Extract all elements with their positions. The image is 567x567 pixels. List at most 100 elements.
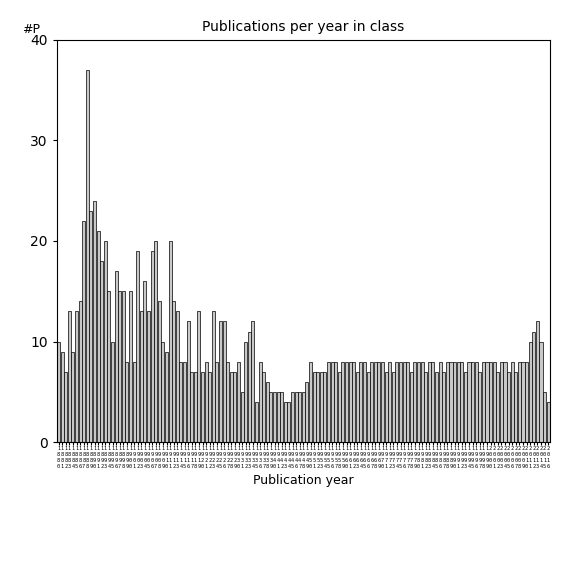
Bar bbox=[215, 362, 218, 442]
Bar bbox=[205, 362, 208, 442]
Bar bbox=[291, 392, 294, 442]
Bar bbox=[500, 362, 503, 442]
Bar bbox=[165, 352, 168, 442]
Bar bbox=[349, 362, 352, 442]
Bar bbox=[183, 362, 186, 442]
Bar bbox=[485, 362, 489, 442]
Bar bbox=[129, 291, 132, 442]
Bar bbox=[306, 382, 308, 442]
Bar bbox=[507, 372, 510, 442]
Bar bbox=[201, 372, 204, 442]
Bar bbox=[133, 362, 136, 442]
Bar bbox=[403, 362, 406, 442]
Bar bbox=[262, 372, 265, 442]
Bar bbox=[456, 362, 460, 442]
Bar bbox=[514, 372, 517, 442]
Bar bbox=[345, 362, 348, 442]
Bar bbox=[522, 362, 524, 442]
Bar bbox=[107, 291, 111, 442]
Bar bbox=[223, 321, 226, 442]
Bar bbox=[435, 372, 438, 442]
Bar bbox=[136, 251, 139, 442]
Bar bbox=[532, 332, 535, 442]
Bar bbox=[467, 362, 471, 442]
Bar bbox=[327, 362, 330, 442]
Bar bbox=[381, 362, 384, 442]
Bar bbox=[280, 392, 284, 442]
X-axis label: Publication year: Publication year bbox=[253, 475, 354, 488]
Bar bbox=[309, 362, 312, 442]
Bar bbox=[363, 362, 366, 442]
Bar bbox=[446, 362, 449, 442]
Bar bbox=[208, 372, 211, 442]
Bar bbox=[525, 362, 528, 442]
Bar bbox=[316, 372, 319, 442]
Bar bbox=[100, 261, 103, 442]
Bar bbox=[140, 311, 143, 442]
Bar bbox=[226, 362, 229, 442]
Bar bbox=[93, 201, 96, 442]
Bar bbox=[190, 372, 193, 442]
Bar bbox=[244, 341, 247, 442]
Bar bbox=[478, 372, 481, 442]
Bar bbox=[158, 302, 161, 442]
Bar bbox=[266, 382, 269, 442]
Bar bbox=[57, 341, 60, 442]
Bar bbox=[493, 362, 496, 442]
Bar bbox=[475, 362, 478, 442]
Bar bbox=[248, 332, 251, 442]
Bar bbox=[464, 372, 467, 442]
Bar bbox=[259, 362, 261, 442]
Bar bbox=[273, 392, 276, 442]
Bar bbox=[338, 372, 341, 442]
Bar bbox=[86, 70, 89, 442]
Bar bbox=[384, 372, 388, 442]
Bar bbox=[352, 362, 356, 442]
Bar bbox=[543, 392, 546, 442]
Bar bbox=[511, 362, 514, 442]
Bar bbox=[410, 372, 413, 442]
Bar bbox=[460, 362, 463, 442]
Bar bbox=[255, 402, 258, 442]
Bar bbox=[547, 402, 550, 442]
Bar bbox=[356, 372, 359, 442]
Bar bbox=[287, 402, 290, 442]
Text: #P: #P bbox=[22, 23, 40, 36]
Bar bbox=[187, 321, 189, 442]
Bar bbox=[154, 241, 157, 442]
Bar bbox=[71, 352, 74, 442]
Bar bbox=[168, 241, 172, 442]
Bar bbox=[143, 281, 146, 442]
Bar bbox=[413, 362, 417, 442]
Bar bbox=[179, 362, 183, 442]
Bar bbox=[284, 402, 287, 442]
Bar bbox=[518, 362, 521, 442]
Bar bbox=[442, 372, 445, 442]
Bar bbox=[75, 311, 78, 442]
Bar bbox=[428, 362, 431, 442]
Bar bbox=[118, 291, 121, 442]
Bar bbox=[194, 372, 197, 442]
Bar bbox=[151, 251, 154, 442]
Bar bbox=[367, 372, 370, 442]
Bar bbox=[111, 341, 114, 442]
Bar bbox=[374, 362, 377, 442]
Bar bbox=[122, 291, 125, 442]
Bar bbox=[421, 362, 424, 442]
Bar bbox=[230, 372, 233, 442]
Bar bbox=[90, 211, 92, 442]
Bar bbox=[417, 362, 420, 442]
Bar bbox=[323, 372, 327, 442]
Bar bbox=[489, 362, 492, 442]
Bar bbox=[503, 362, 506, 442]
Bar bbox=[240, 392, 244, 442]
Bar bbox=[277, 392, 280, 442]
Bar bbox=[334, 362, 337, 442]
Bar bbox=[302, 392, 305, 442]
Bar bbox=[298, 392, 301, 442]
Bar bbox=[104, 241, 107, 442]
Bar bbox=[68, 311, 71, 442]
Bar bbox=[539, 341, 543, 442]
Bar bbox=[125, 362, 129, 442]
Bar bbox=[482, 362, 485, 442]
